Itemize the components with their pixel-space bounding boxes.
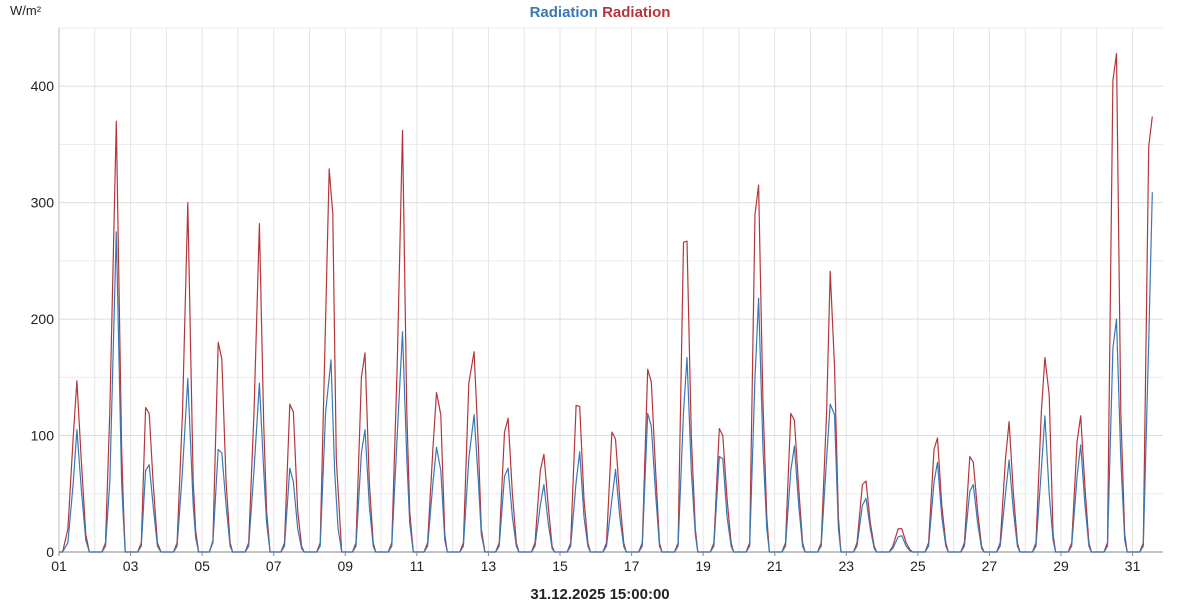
chart-title: Radiation Radiation [530,4,671,21]
x-tick-label: 23 [839,558,855,574]
y-tick-label: 300 [31,195,55,211]
x-tick-label: 27 [982,558,998,574]
y-axis-unit: W/m² [10,3,42,18]
y-tick-label: 400 [31,78,55,94]
x-tick-label: 05 [194,558,210,574]
x-tick-label: 29 [1053,558,1069,574]
x-tick-labels: 01 03 05 07 09 11 13 15 17 19 21 23 25 27 29 31 [51,552,1141,574]
y-tick-label: 200 [31,311,55,327]
x-tick-label: 09 [337,558,353,574]
y-tick-label: 0 [46,544,54,560]
series-line-1 [59,53,1153,553]
y-tick-label: 100 [31,428,55,444]
axes [58,28,1163,553]
title-part-1: Radiation [598,4,671,21]
title-part-0: Radiation [530,4,598,21]
series-line-0 [59,192,1153,553]
x-tick-label: 21 [767,558,783,574]
x-tick-label: 01 [51,558,67,574]
x-tick-label: 15 [552,558,568,574]
x-tick-label: 07 [266,558,282,574]
x-tick-label: 13 [481,558,497,574]
x-tick-label: 17 [624,558,640,574]
x-tick-label: 19 [695,558,711,574]
x-tick-label: 25 [910,558,926,574]
x-tick-label: 03 [123,558,139,574]
x-tick-label: 31 [1125,558,1141,574]
x-axis-label: 31.12.2025 15:00:00 [530,586,669,600]
y-tick-labels: 0 100 200 300 400 [31,78,55,560]
series-layer [59,53,1153,553]
grid [58,27,1163,552]
x-tick-label: 11 [410,558,425,574]
